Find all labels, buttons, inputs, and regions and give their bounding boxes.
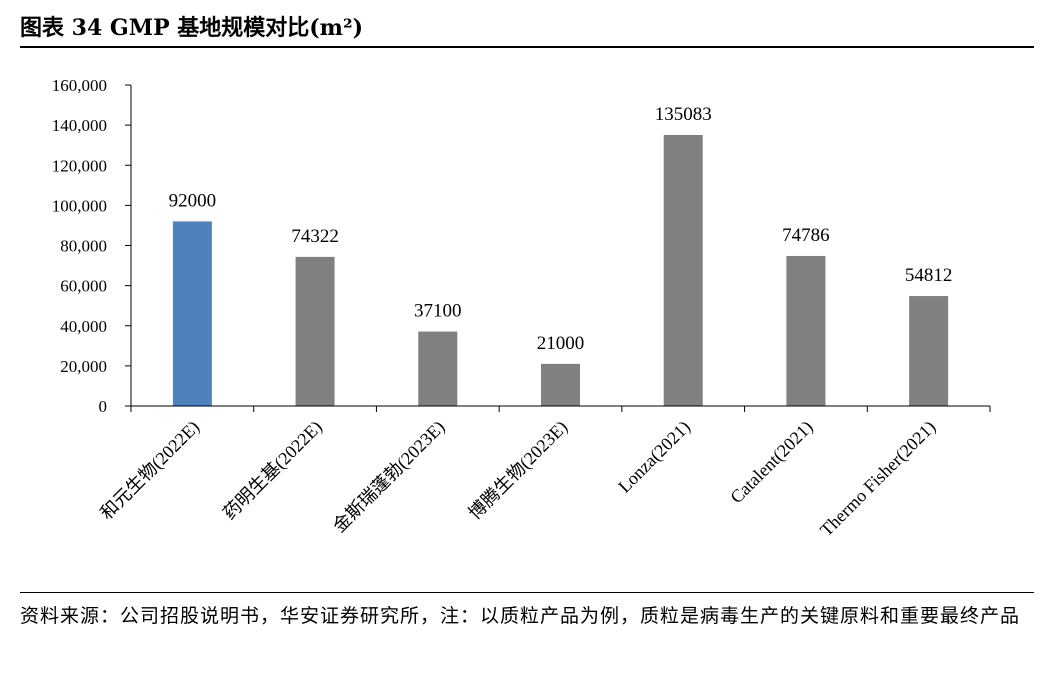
- x-axis: 和元生物(2022E) 药明生基(2022E) 金斯瑞蓬勃(2023E) 博腾生物(2…: [96, 405, 991, 541]
- bar-chart: 0 20,000 40,000 60,000 80,000 100,000 120,000 1…: [52, 76, 991, 541]
- y-tick-label: 140,000: [52, 116, 107, 135]
- x-category-label: Catalent(2021): [726, 417, 817, 508]
- y-tick-label: 80,000: [60, 237, 107, 256]
- bar: [663, 134, 703, 406]
- title-divider: [20, 46, 1034, 48]
- x-category-label: 药明生基(2022E): [219, 417, 326, 524]
- data-label: 92000: [169, 190, 217, 211]
- source-divider: [20, 592, 1034, 593]
- y-tick-label: 60,000: [60, 277, 107, 296]
- bar: [541, 363, 580, 406]
- x-category-label: Lonza(2021): [614, 417, 695, 498]
- x-category-label: 和元生物(2022E): [96, 417, 203, 524]
- data-label: 37100: [414, 301, 462, 322]
- data-label: 21000: [537, 333, 585, 354]
- bar: [295, 256, 335, 406]
- bar: [418, 331, 458, 406]
- y-tick-label: 100,000: [52, 196, 107, 215]
- data-label: 135083: [655, 104, 712, 125]
- data-labels: 92000 74322 37100 21000 135083 74786 54812: [169, 104, 953, 354]
- y-tick-label: 20,000: [60, 357, 107, 376]
- bars: [172, 134, 949, 406]
- data-label: 54812: [905, 265, 953, 286]
- data-label: 74786: [782, 225, 830, 246]
- y-axis: 0 20,000 40,000 60,000 80,000 100,000 120,000 1…: [52, 76, 132, 416]
- x-category-label: 金斯瑞蓬勃(2023E): [329, 417, 449, 537]
- y-tick-label: 40,000: [60, 317, 107, 336]
- figure-title: 图表 34 GMP 基地规模对比(m²): [20, 15, 364, 41]
- x-category-label: Thermo Fisher(2021): [816, 417, 940, 541]
- bar: [786, 255, 826, 406]
- y-tick-label: 160,000: [52, 76, 107, 95]
- source-note: 资料来源：公司招股说明书，华安证券研究所，注：以质粒产品为例，质粒是病毒生产的关…: [20, 605, 1021, 627]
- data-label: 74322: [291, 226, 339, 247]
- x-category-label: 博腾生物(2023E): [465, 417, 572, 524]
- bar: [909, 296, 949, 406]
- y-tick-label: 120,000: [52, 156, 107, 175]
- bar: [172, 221, 212, 406]
- y-tick-label: 0: [99, 397, 108, 416]
